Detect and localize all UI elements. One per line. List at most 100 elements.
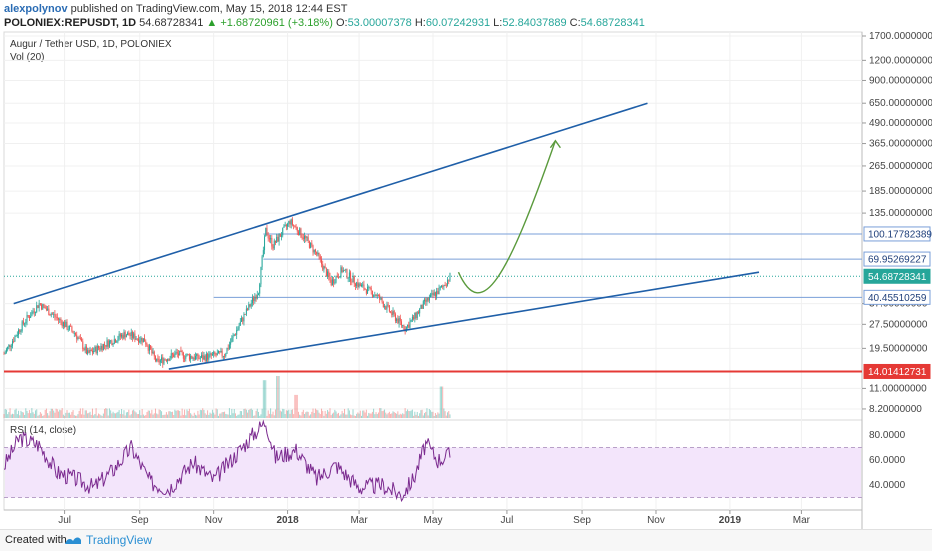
volume-bar	[266, 415, 268, 418]
volume-bar	[413, 415, 415, 418]
volume-bar	[420, 410, 422, 418]
volume-bar	[231, 408, 233, 418]
candle-body	[204, 355, 206, 362]
volume-bar	[385, 412, 387, 418]
volume-bar	[285, 410, 287, 418]
candle-body	[317, 252, 319, 255]
volume-bar	[306, 411, 308, 418]
candle-body	[104, 344, 106, 346]
candle-body	[440, 286, 442, 288]
candle-body	[233, 334, 235, 336]
candle-body	[403, 325, 405, 330]
candle-body	[295, 226, 297, 228]
volume-bar	[270, 408, 272, 418]
volume-bar	[203, 409, 205, 418]
candle-body	[75, 333, 76, 335]
volume-bar	[416, 411, 418, 418]
volume-bar	[410, 410, 412, 418]
author-name[interactable]: alexpolynov	[4, 3, 68, 15]
volume-bar	[236, 415, 238, 418]
volume-bar	[210, 413, 212, 418]
trendline	[13, 102, 648, 305]
candle-body	[409, 321, 411, 328]
candle-body	[11, 341, 13, 346]
volume-bar	[228, 408, 230, 418]
volume-bar	[313, 413, 315, 418]
candle-body	[424, 299, 426, 302]
candle-body	[302, 237, 304, 239]
volume-bar	[234, 413, 236, 418]
candle-body	[361, 284, 362, 287]
candle-body	[333, 279, 335, 284]
candle-body	[308, 240, 310, 248]
candle-body	[299, 228, 301, 236]
candle-body	[133, 333, 135, 338]
candle-body	[244, 314, 246, 315]
candle-body	[55, 316, 57, 318]
price-chart[interactable]: Augur / Tether USD, 1D, POLONIEX Vol (20…	[0, 0, 932, 529]
volume-bar	[411, 409, 413, 418]
high-value: 60.07242931	[425, 17, 491, 29]
volume-bar	[164, 414, 166, 418]
candle-body	[199, 357, 201, 359]
volume-bar	[21, 412, 23, 418]
x-tick-label: May	[424, 515, 443, 526]
volume-bar	[185, 415, 187, 418]
candle-body	[64, 322, 66, 328]
candle-body	[411, 316, 413, 320]
volume-bar	[55, 408, 57, 418]
candle-body	[261, 256, 263, 267]
candle-body	[214, 352, 216, 355]
volume-bar	[221, 412, 223, 418]
candle-body	[336, 276, 338, 277]
candle-body	[291, 219, 293, 225]
candle-body	[112, 343, 114, 345]
candle-body	[159, 360, 161, 363]
projection-arrow	[457, 140, 557, 294]
volume-bar	[216, 409, 218, 418]
x-tick-label: Sep	[573, 515, 591, 526]
volume-bar	[218, 415, 219, 418]
candle-body	[84, 346, 86, 350]
volume-bar	[67, 412, 69, 418]
close-label: C:	[569, 17, 581, 29]
candle-body	[139, 340, 141, 343]
candle-body	[167, 358, 169, 362]
candle-body	[279, 234, 281, 237]
candle-body	[414, 312, 416, 319]
candle-body	[346, 269, 348, 279]
candle-body	[373, 295, 375, 297]
rsi-line	[3, 419, 451, 503]
volume-bar	[211, 409, 213, 418]
volume-bar	[239, 410, 241, 418]
candle-body	[362, 284, 364, 286]
candle-body	[51, 313, 53, 315]
candle-body	[382, 302, 384, 308]
volume-bar	[39, 412, 41, 418]
volume-bar	[288, 409, 290, 418]
candle-body	[237, 328, 239, 331]
volume-bar	[339, 415, 341, 418]
price-change: ▲ +1.68720961 (+3.18%)	[206, 17, 333, 29]
volume-bar	[436, 414, 438, 418]
candle-body	[184, 358, 186, 360]
volume-bar	[91, 408, 93, 418]
volume-bar	[213, 412, 215, 418]
volume-bar	[261, 408, 263, 418]
volume-bar	[20, 410, 22, 418]
volume-bar	[417, 415, 419, 418]
candle-body	[156, 358, 158, 361]
volume-bar	[414, 411, 416, 418]
volume-bar	[110, 410, 112, 418]
volume-bar	[430, 410, 432, 418]
volume-bar	[245, 409, 247, 418]
candle-body	[78, 337, 80, 339]
volume-bar	[354, 415, 356, 418]
candle-body	[36, 305, 38, 313]
volume-bar	[82, 408, 84, 418]
candle-body	[121, 334, 123, 337]
candle-body	[153, 351, 155, 357]
candle-body	[380, 298, 382, 300]
tradingview-link[interactable]: TradingView	[86, 533, 153, 547]
